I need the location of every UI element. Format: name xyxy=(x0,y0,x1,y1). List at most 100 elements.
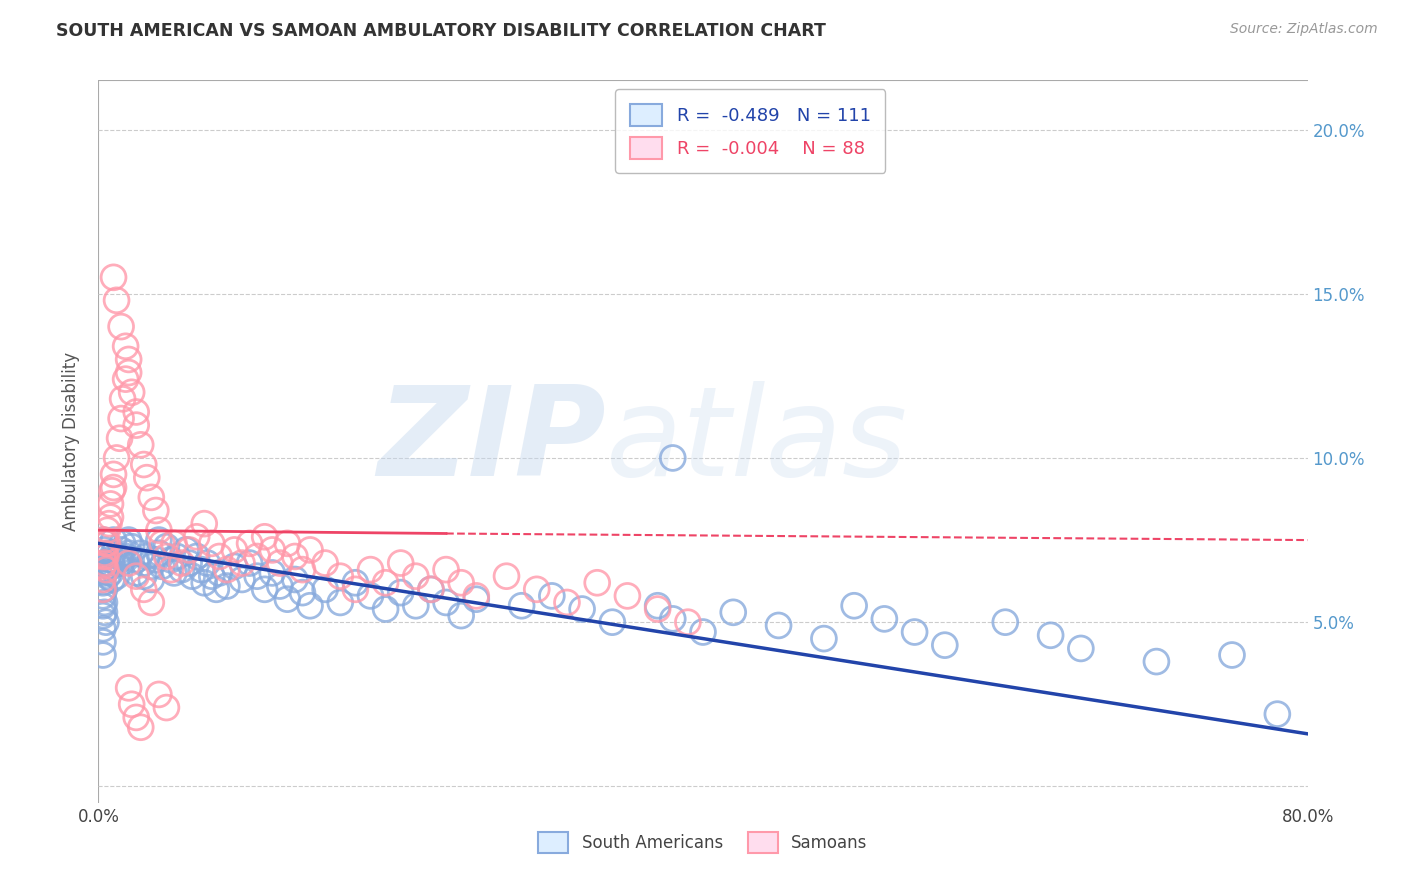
Point xyxy=(94,549,117,564)
Point xyxy=(1144,655,1167,669)
Point xyxy=(91,533,114,547)
Point xyxy=(676,615,699,630)
Point xyxy=(253,530,276,544)
Point xyxy=(108,431,131,445)
Point xyxy=(1039,628,1062,642)
Point xyxy=(208,549,231,564)
Point xyxy=(269,556,291,570)
Point xyxy=(253,582,276,597)
Point xyxy=(1070,641,1092,656)
Point xyxy=(93,546,115,560)
Point xyxy=(150,536,173,550)
Point xyxy=(94,536,117,550)
Point xyxy=(450,608,472,623)
Point xyxy=(186,549,208,564)
Point xyxy=(91,635,114,649)
Point xyxy=(96,536,118,550)
Point xyxy=(190,563,212,577)
Point xyxy=(103,467,125,482)
Point xyxy=(103,533,125,547)
Y-axis label: Ambulatory Disability: Ambulatory Disability xyxy=(62,352,80,531)
Point xyxy=(179,542,201,557)
Point xyxy=(91,559,114,574)
Point xyxy=(96,556,118,570)
Point xyxy=(374,575,396,590)
Point xyxy=(91,573,114,587)
Point xyxy=(434,595,457,609)
Point xyxy=(215,563,238,577)
Point xyxy=(170,563,193,577)
Point xyxy=(1220,648,1243,662)
Point xyxy=(195,556,218,570)
Point xyxy=(93,556,115,570)
Point xyxy=(239,556,262,570)
Point xyxy=(647,599,669,613)
Point xyxy=(105,569,128,583)
Point xyxy=(420,582,443,597)
Point xyxy=(465,589,488,603)
Point xyxy=(571,602,593,616)
Point xyxy=(91,648,114,662)
Point xyxy=(132,556,155,570)
Point xyxy=(1267,707,1289,722)
Point xyxy=(141,595,163,609)
Point xyxy=(93,533,115,547)
Point xyxy=(246,549,269,564)
Point xyxy=(163,536,186,550)
Point xyxy=(100,566,122,580)
Point xyxy=(262,566,284,580)
Point xyxy=(110,411,132,425)
Point xyxy=(114,339,136,353)
Point xyxy=(465,592,488,607)
Point xyxy=(555,595,578,609)
Point xyxy=(141,491,163,505)
Point xyxy=(148,687,170,701)
Point xyxy=(93,595,115,609)
Point xyxy=(91,589,114,603)
Point xyxy=(215,579,238,593)
Point xyxy=(103,546,125,560)
Point xyxy=(132,582,155,597)
Point xyxy=(101,483,124,498)
Point xyxy=(121,698,143,712)
Point xyxy=(160,563,183,577)
Point xyxy=(101,559,124,574)
Point xyxy=(91,575,114,590)
Point xyxy=(166,549,188,564)
Point xyxy=(110,556,132,570)
Point xyxy=(94,563,117,577)
Point xyxy=(98,516,121,531)
Point xyxy=(299,542,322,557)
Point xyxy=(405,599,427,613)
Point xyxy=(103,270,125,285)
Point xyxy=(93,542,115,557)
Point xyxy=(93,556,115,570)
Point xyxy=(111,536,134,550)
Point xyxy=(101,573,124,587)
Point xyxy=(135,470,157,484)
Point xyxy=(91,599,114,613)
Point xyxy=(93,582,115,597)
Point xyxy=(121,540,143,554)
Point xyxy=(602,615,624,630)
Point xyxy=(100,510,122,524)
Point xyxy=(155,549,177,564)
Point xyxy=(125,405,148,419)
Point xyxy=(100,553,122,567)
Point xyxy=(616,589,638,603)
Point xyxy=(108,549,131,564)
Point xyxy=(129,720,152,734)
Point xyxy=(405,569,427,583)
Point xyxy=(121,385,143,400)
Point xyxy=(269,579,291,593)
Point xyxy=(193,516,215,531)
Point xyxy=(179,556,201,570)
Point xyxy=(94,615,117,630)
Point xyxy=(205,582,228,597)
Point xyxy=(181,569,204,583)
Point xyxy=(125,566,148,580)
Point xyxy=(155,700,177,714)
Point xyxy=(148,546,170,560)
Point xyxy=(276,592,298,607)
Point xyxy=(118,681,141,695)
